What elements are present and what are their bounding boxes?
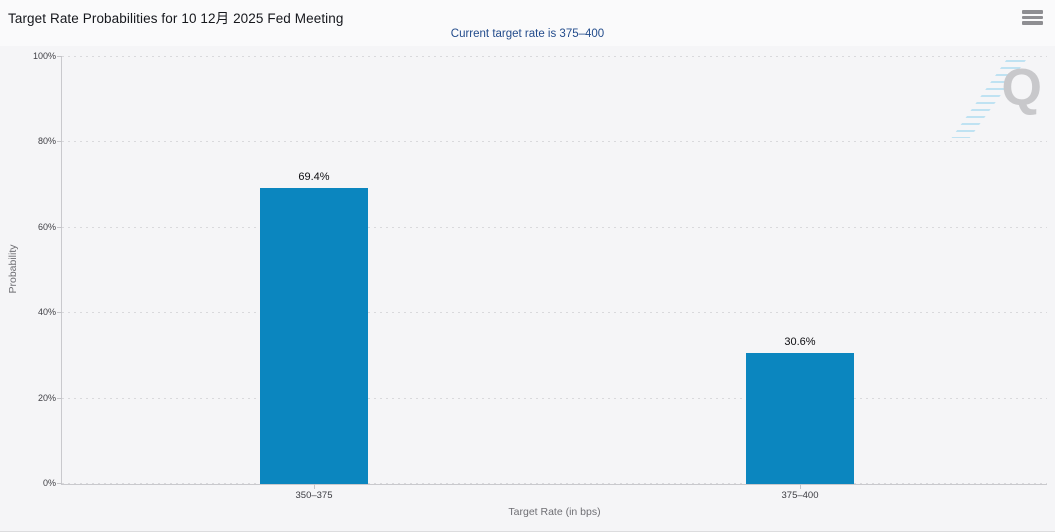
- y-tick-label: 40%: [37, 307, 56, 318]
- hamburger-menu-icon: [1022, 10, 1044, 25]
- current-target-rate-subtitle: Current target rate is 375–400: [450, 28, 605, 40]
- y-tick-label: 80%: [37, 136, 56, 147]
- chart-context-menu-button[interactable]: [1022, 9, 1044, 27]
- probability-bar-375–400[interactable]: [746, 353, 854, 484]
- y-tick-label: 60%: [37, 221, 56, 232]
- x-tick-label: 375–400: [781, 490, 819, 501]
- x-tick-mark: [800, 484, 801, 489]
- y-gridline-60%: [62, 226, 1047, 228]
- y-tick-mark: [57, 483, 62, 484]
- x-axis-line: [61, 484, 1047, 485]
- plot-area: 0% 20% 40% 60% 80% 100% 69.4% 350–375 30.6% 375–4…: [33, 51, 1047, 501]
- chart-header: [0, 0, 1055, 46]
- y-tick-mark: [57, 56, 62, 57]
- y-gridline-100%: [62, 56, 1047, 57]
- y-gridline-40%: [62, 312, 1047, 314]
- y-gridline-80%: [62, 141, 1047, 143]
- y-tick-mark: [57, 397, 62, 399]
- bar-value-label: 69.4%: [298, 170, 330, 183]
- y-tick-label: 100%: [32, 51, 56, 61]
- y-gridline-0%: [62, 483, 1047, 484]
- probability-bar-350–375[interactable]: [260, 187, 368, 484]
- y-tick-label: 20%: [37, 392, 56, 403]
- y-axis-line: [61, 57, 62, 485]
- y-tick-mark: [57, 226, 62, 228]
- y-tick-label: 0%: [42, 478, 56, 488]
- x-tick-mark: [314, 484, 315, 489]
- y-tick-mark: [57, 141, 62, 143]
- chart-title: Target Rate Probabilities for 10 12月 202…: [8, 11, 344, 26]
- y-gridline-20%: [62, 397, 1047, 399]
- y-tick-mark: [57, 312, 62, 314]
- y-axis-title: Probability: [7, 244, 19, 294]
- x-axis-title: Target Rate (in bps): [508, 506, 601, 518]
- x-tick-label: 350–375: [295, 490, 333, 501]
- bar-value-label: 30.6%: [784, 336, 816, 349]
